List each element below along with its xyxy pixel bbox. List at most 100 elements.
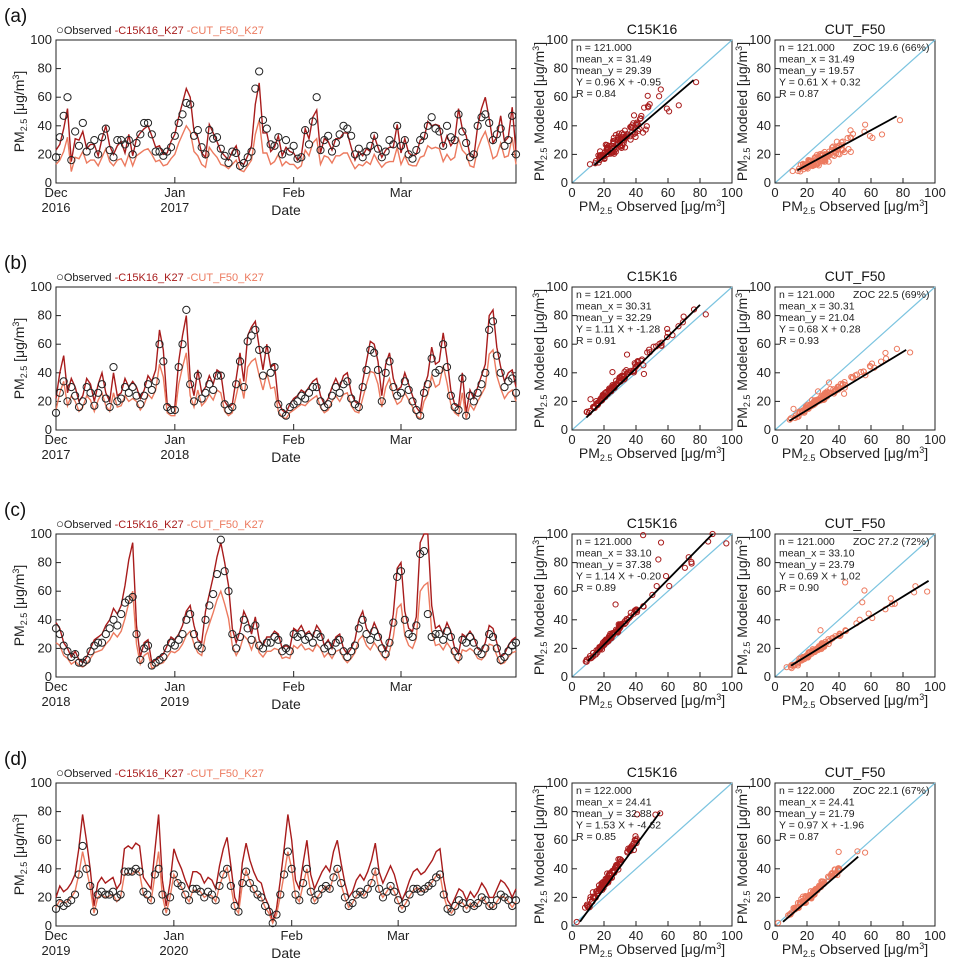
observed-point [335, 130, 344, 139]
scatter-point [650, 343, 657, 350]
scatter-point [611, 144, 618, 151]
x-tick-month: Feb [280, 928, 302, 943]
y-title-main: PM [11, 625, 27, 646]
scatter-frame [774, 286, 936, 431]
scatter-y-title: PM2.5 Modeled [μg/m3] [734, 785, 752, 924]
scatter-point [862, 121, 869, 128]
y-tick-label: 80 [554, 555, 568, 570]
observed-point [473, 899, 483, 908]
y-title-main: PM [531, 654, 547, 675]
y-tick-label: 20 [554, 146, 568, 161]
observed-point [354, 144, 363, 153]
y-tick-label: 20 [38, 393, 52, 408]
scatter-point [664, 333, 671, 341]
observed-point [371, 867, 380, 876]
observed-point [504, 136, 513, 145]
stat-line: Y = 1.53 X + -4.62 [576, 820, 661, 832]
x-tick-month: Feb [282, 185, 304, 200]
observed-point [193, 371, 202, 380]
observed-point [135, 867, 144, 876]
observed-point [496, 368, 505, 377]
observed-point [128, 592, 137, 602]
y-title-close: ] [531, 42, 547, 46]
observed-point [446, 391, 455, 400]
observed-point [258, 371, 268, 380]
x-tick-label: 60 [864, 679, 878, 694]
stat-line: n = 121.000 [576, 536, 632, 548]
scatter-frame [774, 782, 936, 927]
scatter-point [596, 885, 603, 893]
observed-point [243, 337, 252, 346]
x-tick-month: Jan [164, 432, 185, 447]
x-axis-title: Date [271, 696, 301, 712]
stat-line: mean_y = 32.88 [576, 808, 652, 820]
scatter-point [783, 664, 790, 671]
scatter-point [640, 532, 647, 539]
observed-point [243, 624, 252, 633]
scatter-point [620, 372, 628, 379]
observed-point [109, 153, 118, 162]
observed-point [375, 884, 384, 893]
y-tick-label: 20 [757, 640, 771, 655]
observed-point [377, 153, 386, 162]
x-title-rest: Observed [μg/m [815, 941, 919, 957]
observed-point [63, 647, 72, 656]
y-tick-label: 0 [561, 175, 568, 190]
observed-point [117, 609, 126, 619]
observed-point [295, 896, 304, 905]
observed-point [264, 907, 273, 916]
observed-point [201, 150, 210, 159]
scatter-point [679, 319, 686, 326]
y-title-sup: 3 [11, 569, 21, 574]
observed-point [151, 147, 160, 156]
observed-point [304, 140, 314, 149]
scatter-title: CUT_F50 [825, 21, 886, 37]
x-title-main: PM [579, 692, 600, 708]
scatter-point [632, 133, 639, 140]
x-tick-year: 2019 [160, 694, 189, 709]
y-axis-title: PM2.5 [μg/m3] [11, 71, 29, 153]
panel-row-4: (d)○Observed -C15K16_K27 -CUT_F50_K27020… [4, 749, 946, 961]
legend-observed-marker: ○ [56, 765, 64, 780]
y-title-main: PM [734, 654, 750, 675]
observed-point [373, 144, 383, 153]
observed-point [358, 383, 367, 392]
observed-point [78, 397, 87, 406]
observed-point [86, 647, 95, 656]
scatter-point [869, 134, 876, 142]
observed-point [132, 630, 141, 639]
observed-point [278, 150, 287, 159]
x-title-main: PM [579, 445, 600, 461]
observed-point [397, 904, 407, 913]
x-tick-year: 2019 [42, 943, 71, 958]
scatter-point [861, 587, 868, 594]
scatter-point [616, 377, 623, 384]
x-tick-month: Jan [164, 679, 185, 694]
observed-point [450, 647, 459, 656]
scatter-frame [774, 39, 936, 184]
observed-point [389, 140, 398, 149]
scatter-point [688, 560, 695, 567]
observed-point [299, 879, 308, 888]
x-title-main: PM [782, 198, 803, 214]
observed-point [451, 901, 460, 911]
observed-point [492, 130, 501, 139]
observed-point [419, 388, 429, 397]
scatter-point [643, 123, 650, 130]
stat-line: Y = 0.61 X + 0.32 [779, 77, 861, 89]
observed-point [377, 397, 386, 406]
y-title-sup: 3 [734, 46, 744, 51]
observed-point [207, 890, 216, 899]
observed-point [465, 391, 475, 400]
observed-point [304, 388, 314, 397]
observed-point [262, 345, 271, 355]
legend-c15k16-dash: - [112, 519, 119, 531]
x-title-close: ] [924, 445, 928, 461]
stat-line: mean_y = 21.04 [779, 312, 855, 324]
observed-point [266, 638, 275, 647]
y-title-sub: 2.5 [742, 891, 752, 904]
observed-point [258, 644, 268, 653]
scatter-title: CUT_F50 [825, 515, 886, 531]
